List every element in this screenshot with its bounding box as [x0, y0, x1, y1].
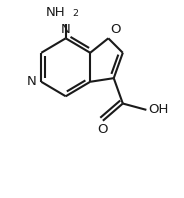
- Text: OH: OH: [148, 103, 169, 116]
- Text: O: O: [98, 124, 108, 136]
- Text: N: N: [27, 75, 37, 88]
- Text: O: O: [110, 23, 121, 36]
- Text: 2: 2: [72, 9, 78, 18]
- Text: NH: NH: [46, 6, 66, 19]
- Text: N: N: [61, 23, 71, 36]
